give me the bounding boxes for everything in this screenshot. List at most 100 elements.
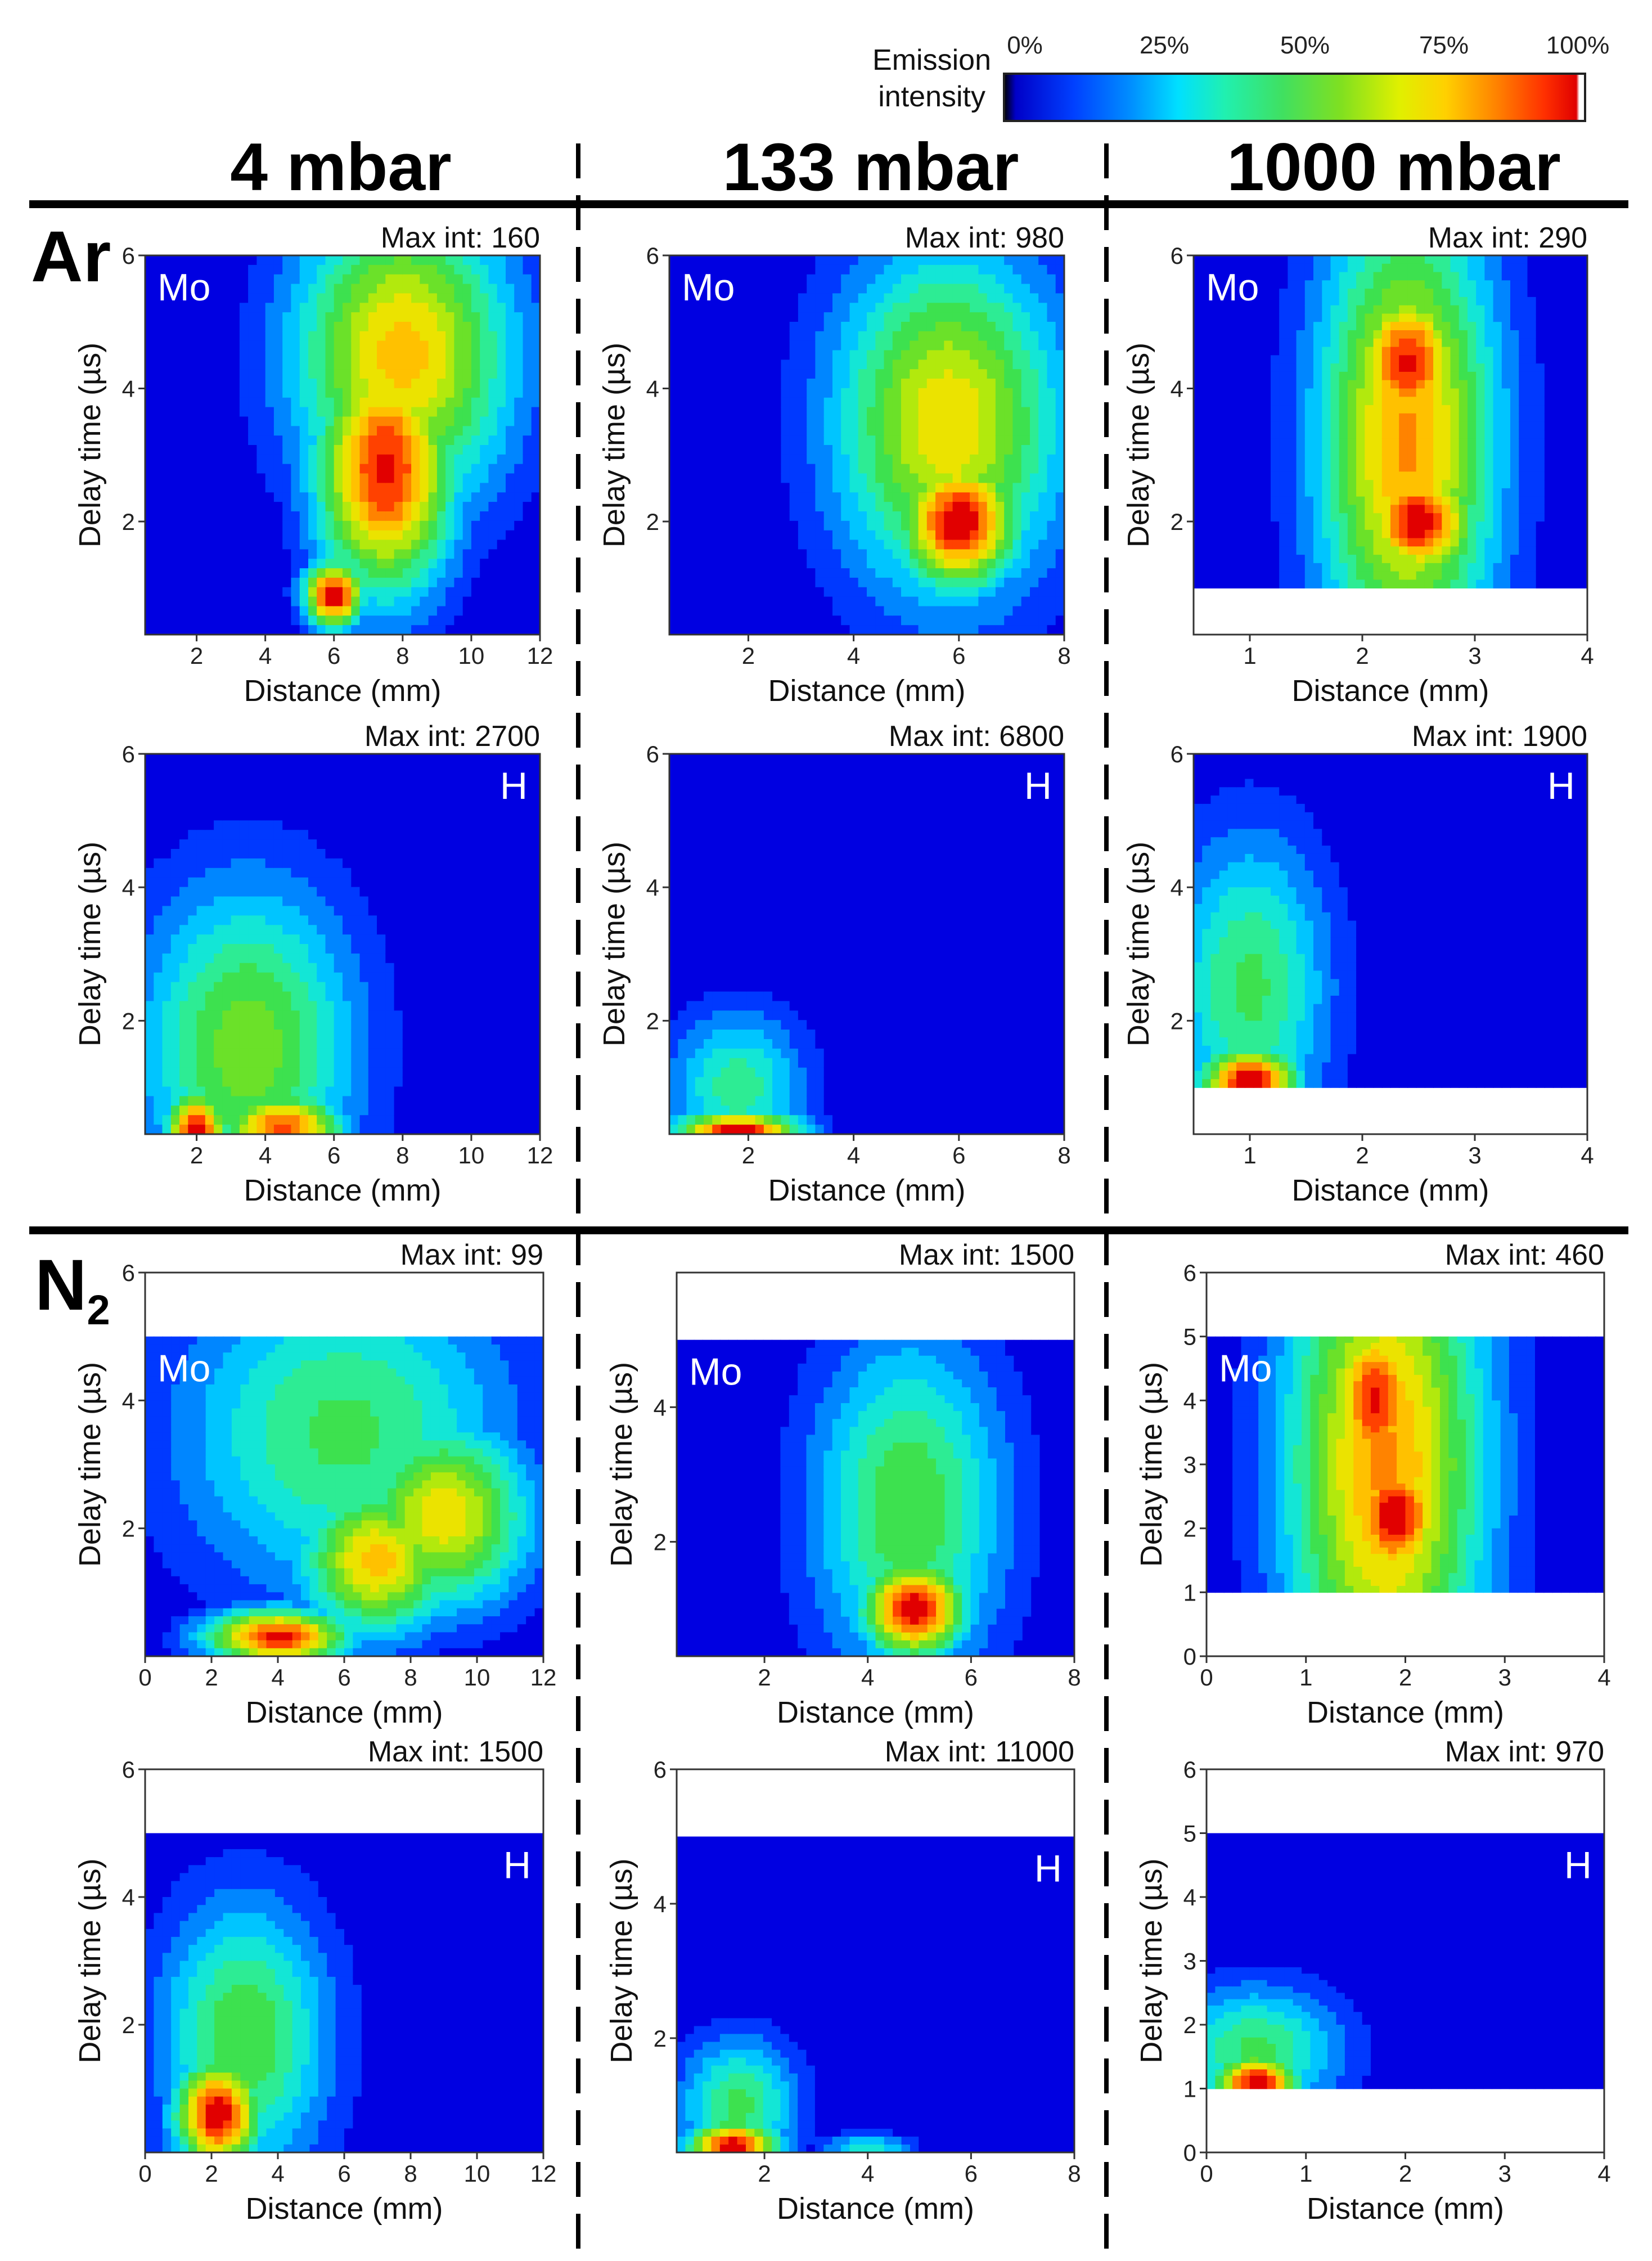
- heatmap-cell: [385, 445, 394, 455]
- heatmap-cells: [669, 255, 1065, 635]
- heatmap-cell: [403, 255, 412, 266]
- heatmap-cell: [463, 531, 472, 541]
- heatmap-cell: [377, 606, 386, 617]
- heatmap-cell: [222, 331, 231, 341]
- heatmap-cell: [437, 597, 446, 607]
- heatmap-cell: [514, 322, 523, 332]
- heatmap-cell: [368, 597, 377, 607]
- heatmap-cell: [687, 322, 696, 332]
- heatmap-cell: [240, 369, 249, 379]
- heatmap-cell: [265, 559, 274, 569]
- heatmap-cell: [300, 303, 309, 313]
- heatmap-cell: [445, 275, 454, 285]
- heatmap-cell: [317, 502, 326, 512]
- heatmap-cell: [420, 615, 429, 626]
- heatmap-cell: [360, 417, 369, 427]
- heatmap-cell: [523, 559, 532, 569]
- heatmap-cell: [163, 559, 172, 569]
- heatmap-cell: [282, 407, 291, 417]
- heatmap-cell: [669, 559, 678, 569]
- heatmap-cell: [471, 379, 480, 389]
- heatmap-cell: [506, 341, 515, 351]
- heatmap-cell: [532, 549, 541, 559]
- heatmap-cell: [403, 417, 412, 427]
- heatmap-cell: [317, 531, 326, 541]
- heatmap-cell: [326, 341, 335, 351]
- heatmap-cell: [343, 597, 352, 607]
- heatmap-cell: [368, 341, 377, 351]
- heatmap-cell: [291, 511, 300, 522]
- heatmap-cell: [360, 474, 369, 484]
- heatmap-cell: [678, 464, 687, 474]
- heatmap-cell: [377, 435, 386, 446]
- heatmap-cell: [463, 255, 472, 266]
- heatmap-cell: [454, 568, 463, 578]
- heatmap-cell: [240, 511, 249, 522]
- heatmap-cell: [179, 568, 188, 578]
- heatmap-cell: [214, 322, 223, 332]
- heatmap-cell: [429, 568, 438, 578]
- heatmap-cell: [429, 587, 438, 597]
- heatmap-cell: [445, 322, 454, 332]
- heatmap-cell: [669, 341, 678, 351]
- heatmap-cell: [291, 549, 300, 559]
- heatmap-cell: [188, 578, 197, 588]
- heatmap-cell: [188, 255, 197, 266]
- heatmap-cell: [411, 483, 420, 493]
- heatmap-cell: [256, 322, 265, 332]
- heatmap-cell: [291, 531, 300, 541]
- heatmap-cell: [145, 502, 154, 512]
- heatmap-cell: [214, 511, 223, 522]
- heatmap-cell: [678, 531, 687, 541]
- heatmap-cell: [265, 549, 274, 559]
- heatmap-cell: [231, 511, 240, 522]
- heatmap-cell: [248, 625, 257, 635]
- heatmap-cell: [145, 483, 154, 493]
- heatmap-cell: [454, 379, 463, 389]
- heatmap-cell: [197, 568, 206, 578]
- heatmap-cell: [420, 293, 429, 303]
- heatmap-cell: [445, 379, 454, 389]
- heatmap-cell: [188, 426, 197, 436]
- heatmap-cell: [240, 625, 249, 635]
- heatmap-cell: [669, 587, 678, 597]
- heatmap-cell: [214, 578, 223, 588]
- heatmap-cell: [248, 587, 257, 597]
- heatmap-cell: [506, 606, 515, 617]
- heatmap-cell: [308, 540, 317, 550]
- heatmap-cell: [154, 549, 163, 559]
- heatmap-cell: [394, 398, 403, 408]
- heatmap-cell: [308, 568, 317, 578]
- heatmap-cell: [334, 492, 343, 502]
- heatmap-cell: [326, 502, 335, 512]
- heatmap-cell: [506, 615, 515, 626]
- heatmap-cell: [669, 265, 678, 275]
- heatmap-cell: [471, 275, 480, 285]
- heatmap-cell: [240, 435, 249, 446]
- heatmap-cell: [231, 474, 240, 484]
- heatmap-cell: [222, 597, 231, 607]
- heatmap-cell: [445, 398, 454, 408]
- heatmap-cell: [385, 578, 394, 588]
- heatmap-cell: [488, 464, 497, 474]
- heatmap-cell: [480, 521, 489, 531]
- heatmap-cell: [188, 615, 197, 626]
- heatmap-cell: [669, 483, 678, 493]
- heatmap-cell: [317, 559, 326, 569]
- heatmap-cell: [343, 407, 352, 417]
- heatmap-cell: [445, 255, 454, 266]
- heatmap-cell: [145, 531, 154, 541]
- heatmap-cell: [265, 388, 274, 398]
- heatmap-cell: [308, 597, 317, 607]
- heatmap-cell: [179, 359, 188, 370]
- heatmap-cell: [351, 531, 360, 541]
- heatmap-cell: [377, 350, 386, 361]
- heatmap-cell: [274, 559, 283, 569]
- heatmap-cell: [308, 398, 317, 408]
- heatmap-cell: [197, 255, 206, 266]
- heatmap-cell: [256, 331, 265, 341]
- heatmap-cell: [214, 521, 223, 531]
- heatmap-cell: [145, 322, 154, 332]
- heatmap-cell: [445, 549, 454, 559]
- heatmap-cell: [240, 502, 249, 512]
